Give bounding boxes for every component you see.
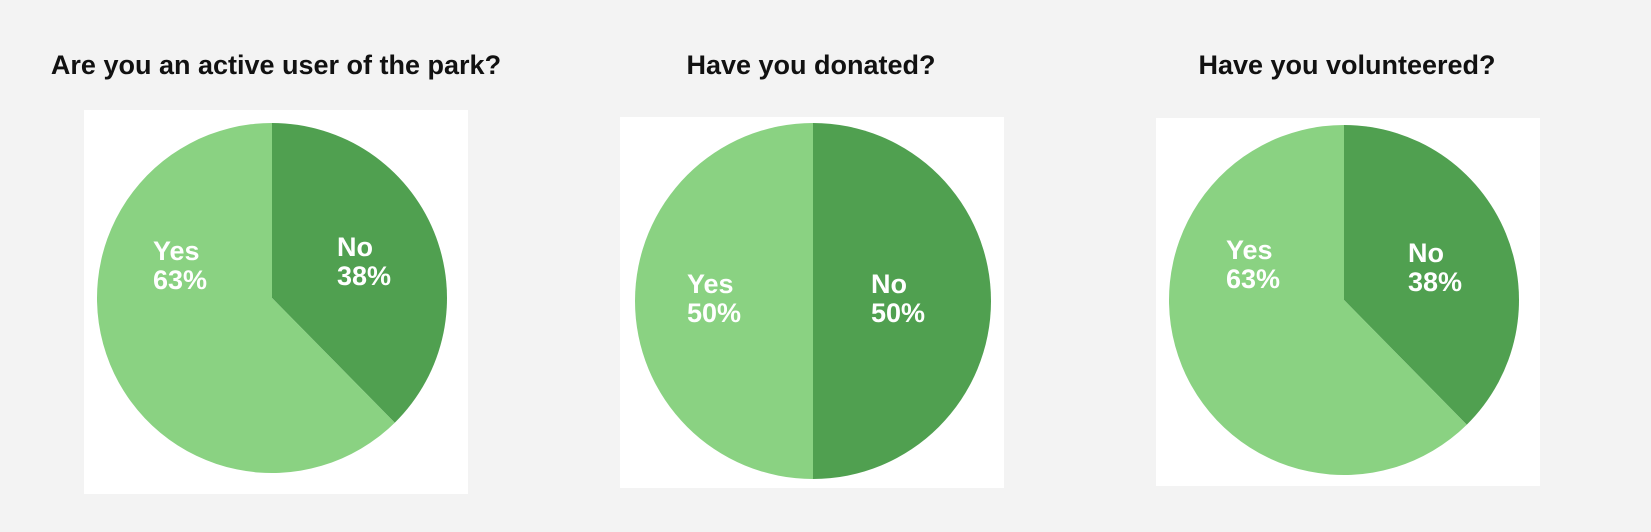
pie-svg: No 50% Yes 50% xyxy=(620,117,1004,488)
slice-label-yes-category: Yes xyxy=(1226,235,1273,265)
slice-label-yes-category: Yes xyxy=(153,236,200,266)
slice-label-yes-value: 63% xyxy=(153,265,207,295)
slice-label-yes-value: 50% xyxy=(687,298,741,328)
slice-label-no-value: 50% xyxy=(871,298,925,328)
slice-label-no-category: No xyxy=(871,269,907,299)
slice-label-yes-category: Yes xyxy=(687,269,734,299)
slice-label-no-category: No xyxy=(1408,238,1444,268)
chart-title-donated: Have you donated? xyxy=(686,50,935,81)
chart-title-volunteered: Have you volunteered? xyxy=(1198,50,1495,81)
slice-label-no-category: No xyxy=(337,232,373,262)
pie-svg: No 38% Yes 63% xyxy=(1156,118,1540,486)
pie-chart-active-user: No 38% Yes 63% xyxy=(84,110,468,494)
pie-svg: No 38% Yes 63% xyxy=(84,110,468,494)
slice-label-no-value: 38% xyxy=(1408,267,1462,297)
slice-label-yes-value: 63% xyxy=(1226,264,1280,294)
slice-label-no-value: 38% xyxy=(337,261,391,291)
pie-chart-donated: No 50% Yes 50% xyxy=(620,117,1004,488)
chart-title-active-user: Are you an active user of the park? xyxy=(51,50,501,81)
pie-chart-volunteered: No 38% Yes 63% xyxy=(1156,118,1540,486)
